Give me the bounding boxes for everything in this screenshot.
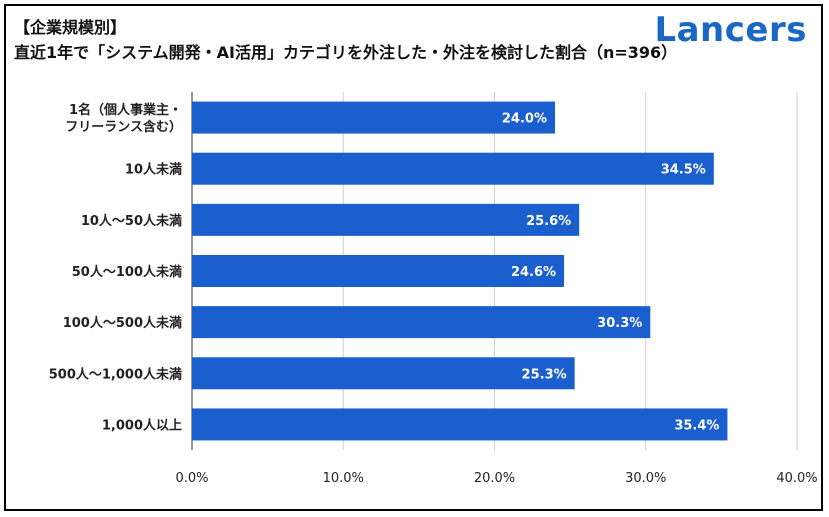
- bar: [192, 357, 575, 390]
- lancers-logo: Lancers: [654, 10, 807, 50]
- data-label: 24.6%: [511, 265, 556, 280]
- x-tick-label: 20.0%: [474, 471, 515, 486]
- data-label: 25.3%: [522, 367, 567, 382]
- x-tick-label: 10.0%: [323, 471, 364, 486]
- data-label: 34.5%: [661, 163, 706, 178]
- category-label: 50人～100人未満: [72, 264, 182, 280]
- bar: [192, 101, 555, 134]
- data-label: 24.0%: [502, 112, 547, 127]
- category-label: 100人～500人未満: [63, 315, 182, 331]
- category-label: 10人～50人未満: [81, 213, 182, 229]
- category-label: 1,000人以上: [102, 417, 182, 433]
- bar: [192, 408, 728, 441]
- category-label: 500人～1,000人未満: [49, 366, 182, 382]
- chart-title-line2: 直近1年で「システム開発・AI活用」カテゴリを外注した・外注を検討した割合（n=…: [14, 43, 678, 62]
- data-label: 30.3%: [597, 316, 642, 331]
- data-label: 25.6%: [526, 214, 571, 229]
- bar: [192, 203, 580, 236]
- bar: [192, 255, 565, 287]
- bar: [192, 152, 714, 185]
- category-label: 10人未満: [125, 162, 182, 178]
- data-label: 35.4%: [674, 418, 719, 433]
- x-tick-label: 30.0%: [625, 471, 666, 486]
- category-label: 1名（個人事業主・: [69, 102, 182, 118]
- x-tick-label: 40.0%: [776, 471, 817, 486]
- chart-title-line1: 【企業規模別】: [14, 18, 127, 37]
- category-label: フリーランス含む）: [65, 119, 182, 135]
- x-tick-label: 0.0%: [175, 471, 208, 486]
- bar: [192, 306, 651, 339]
